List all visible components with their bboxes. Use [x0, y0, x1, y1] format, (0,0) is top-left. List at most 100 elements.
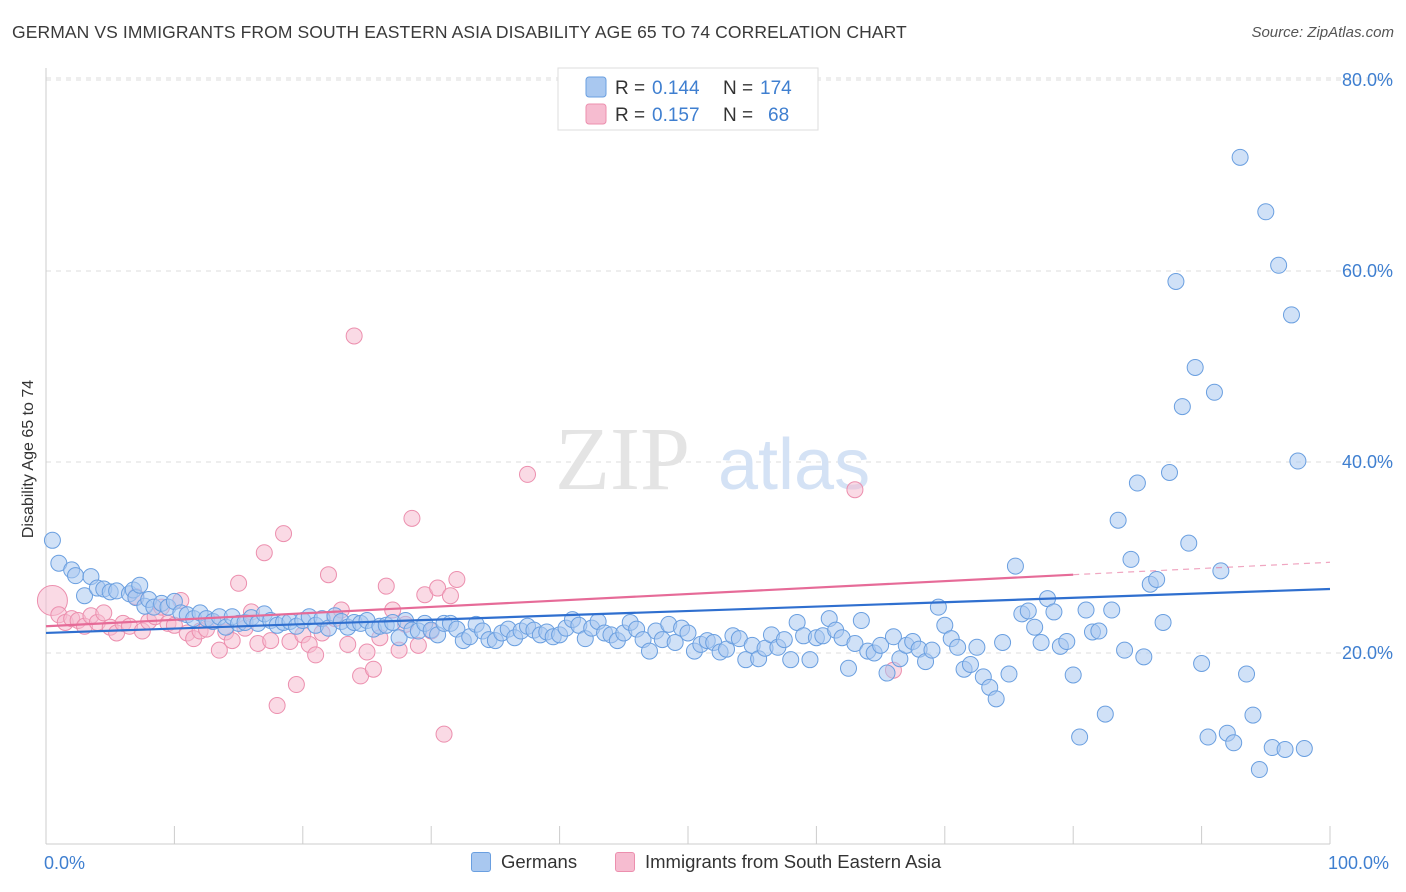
germans-point — [76, 587, 94, 605]
legend-n-label-2: N = — [723, 105, 753, 126]
bottom-legend-immigrants: Immigrants from South Eastern Asia — [615, 851, 941, 873]
germans-trendline — [45, 587, 1331, 635]
immigrants-point — [377, 577, 395, 595]
germans-point — [994, 633, 1012, 651]
legend-swatch-immigrants — [585, 103, 607, 125]
germans-point — [961, 655, 979, 673]
germans-point — [1122, 550, 1140, 568]
immigrants-point — [358, 643, 376, 661]
germans-point — [923, 641, 941, 659]
germans-point — [1090, 622, 1108, 640]
legend-n-label-1: N = — [723, 78, 753, 99]
germans-point — [1270, 256, 1288, 274]
axes — [45, 68, 1331, 845]
immigrants-point — [448, 570, 466, 588]
germans-point — [1161, 464, 1178, 482]
immigrants-point — [846, 481, 864, 499]
germans-point — [1077, 601, 1095, 619]
legend-r-value-1: 0.144 — [652, 78, 700, 99]
x-tick-label-max: 100.0% — [1328, 853, 1389, 873]
germans-point — [1058, 633, 1076, 651]
germans-point — [987, 690, 1005, 708]
germans-point — [1199, 728, 1217, 746]
germans-point — [1257, 203, 1275, 221]
germans-point — [852, 612, 870, 630]
bottom-legend-immigrants-label: Immigrants from South Eastern Asia — [645, 851, 942, 872]
germans-point — [1173, 398, 1191, 416]
germans-point — [1250, 761, 1268, 779]
blue-points — [43, 148, 1313, 779]
germans-point — [1019, 602, 1037, 620]
chart-title: GERMAN VS IMMIGRANTS FROM SOUTH EASTERN … — [12, 22, 907, 42]
germans-point — [782, 651, 800, 669]
germans-point — [1238, 665, 1256, 683]
germans-point — [1116, 641, 1134, 659]
germans-point — [1128, 474, 1146, 492]
germans-point — [884, 628, 902, 646]
germans-point — [1006, 557, 1024, 575]
germans-point — [1167, 273, 1185, 291]
germans-point — [1180, 534, 1198, 552]
legend-r-value-2: 0.157 — [652, 105, 700, 126]
immigrants-point — [429, 579, 447, 597]
germans-point — [846, 634, 864, 652]
germans-point — [1295, 740, 1313, 757]
watermark: ZIP atlas — [555, 410, 870, 509]
germans-point — [43, 531, 61, 549]
germans-point — [640, 642, 658, 660]
germans-point — [1032, 633, 1050, 651]
immigrants-trendline-extension — [1073, 561, 1331, 576]
germans-point — [1045, 603, 1063, 621]
germans-point — [1154, 613, 1172, 631]
germans-point — [872, 636, 890, 654]
legend: R = 0.144 N = 174 R = 0.157 N = 68 — [557, 67, 819, 131]
trendlines — [45, 561, 1331, 635]
bottom-legend-germans: Germans — [471, 851, 577, 873]
x-tick-label-min: 0.0% — [44, 853, 85, 873]
chart-source: Source: ZipAtlas.com — [1251, 24, 1394, 41]
germans-point — [1212, 562, 1230, 580]
germans-point — [801, 651, 819, 669]
legend-r-label-2: R = — [615, 105, 645, 126]
y-tick-label-2: 60.0% — [1342, 261, 1393, 281]
germans-point — [1282, 306, 1300, 324]
germans-point — [1205, 383, 1223, 401]
immigrants-point — [95, 604, 113, 622]
bottom-legend-immigrants-swatch — [615, 852, 635, 872]
immigrants-point — [435, 725, 453, 743]
immigrants-trendline — [45, 573, 1074, 628]
legend-r-label-1: R = — [615, 78, 645, 99]
germans-point — [1071, 728, 1089, 746]
y-tick-labels: 20.0% 40.0% 60.0% 80.0% — [1342, 70, 1393, 663]
germans-point — [1064, 666, 1082, 684]
germans-point — [1096, 705, 1114, 723]
immigrants-point — [364, 660, 382, 678]
immigrants-point — [345, 327, 363, 345]
immigrants-point — [339, 635, 357, 653]
pink-points — [36, 327, 902, 743]
bottom-legend-germans-label: Germans — [501, 851, 578, 872]
immigrants-point — [409, 636, 427, 654]
immigrants-point — [519, 465, 536, 483]
immigrants-point — [255, 544, 273, 562]
germans-point — [1135, 648, 1153, 666]
legend-n-value-2: 68 — [768, 105, 789, 126]
y-tick-label-1: 40.0% — [1342, 452, 1393, 472]
germans-point — [840, 659, 857, 677]
germans-point — [1276, 740, 1294, 758]
y-axis-title: Disability Age 65 to 74 — [20, 380, 37, 538]
legend-n-value-1: 174 — [760, 78, 792, 99]
germans-point — [67, 567, 85, 585]
germans-point — [1193, 655, 1211, 673]
germans-point — [1231, 148, 1249, 166]
immigrants-point — [307, 646, 325, 664]
germans-point — [1000, 665, 1018, 683]
germans-point — [968, 638, 986, 656]
immigrants-point — [268, 697, 286, 715]
legend-swatch-germans — [585, 76, 607, 98]
immigrants-point — [441, 587, 459, 605]
germans-point — [1026, 618, 1044, 636]
germans-point — [666, 633, 684, 651]
y-tick-label-3: 80.0% — [1342, 70, 1393, 90]
